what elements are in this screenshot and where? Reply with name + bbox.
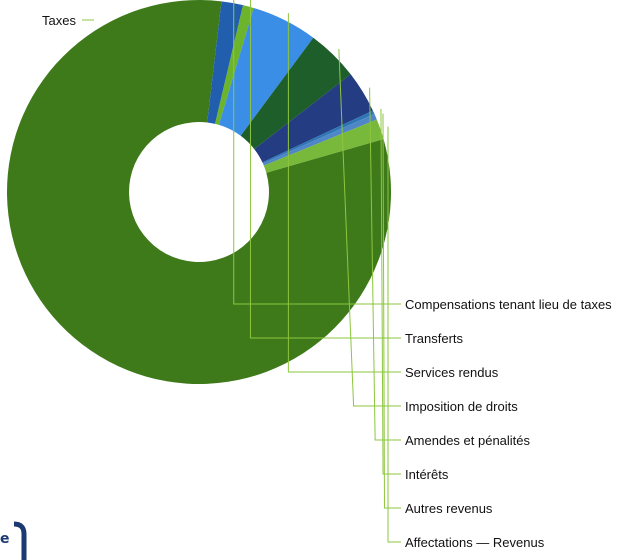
leader-line-services-rendus	[287, 13, 401, 373]
label-affectations-revenus: Affectations — Revenus	[405, 535, 545, 550]
slice-autres-revenus	[262, 113, 377, 166]
slice-transferts	[215, 5, 254, 125]
slice-amendes-et-penalites	[254, 74, 373, 163]
slice-interets	[262, 110, 375, 164]
leader-line-compensations-tenant-lieu-de-taxes	[233, 0, 401, 305]
label-taxes: Taxes	[42, 13, 76, 28]
slice-services-rendus	[218, 7, 314, 136]
logo-text: e	[0, 531, 10, 547]
label-interets: Intérêts	[405, 467, 449, 482]
leader-line-interets	[380, 108, 401, 475]
label-compensations-tenant-lieu-de-taxes: Compensations tenant lieu de taxes	[405, 297, 612, 312]
label-transferts: Transferts	[405, 331, 464, 346]
leader-line-affectations-revenus	[387, 126, 401, 543]
leader-line-amendes-et-penalites	[369, 87, 401, 441]
leader-line-autres-revenus	[382, 113, 401, 509]
logo-bracket-icon	[13, 521, 27, 560]
slice-affectations-revenus	[263, 119, 384, 173]
label-autres-revenus: Autres revenus	[405, 501, 493, 516]
slice-imposition-de-droits	[240, 37, 351, 150]
label-services-rendus: Services rendus	[405, 365, 499, 380]
label-amendes-et-penalites: Amendes et pénalités	[405, 433, 531, 448]
slice-taxes	[7, 0, 392, 384]
label-imposition-de-droits: Imposition de droits	[405, 399, 518, 414]
leader-line-imposition-de-droits	[338, 48, 401, 407]
